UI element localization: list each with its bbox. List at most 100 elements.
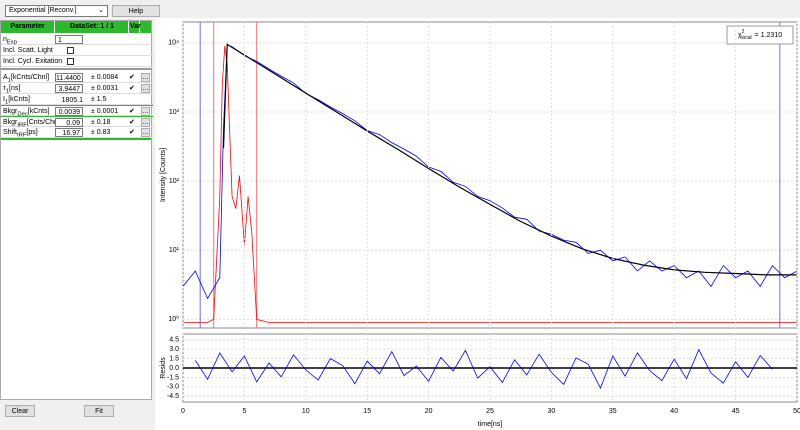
value-box: 16.97 xyxy=(55,128,83,137)
row: A1[kCnts/Chnl] 11.4400 ± 0.0084 ✔... xyxy=(1,72,153,83)
y-tick-label: -4.5 xyxy=(167,393,179,400)
row: BkgrIRF[Cnts/Chnl] 0.09 ± 0.18 ✔... xyxy=(1,116,153,128)
y-axis-label: Resids xyxy=(160,357,167,379)
check-mark[interactable]: ✔ xyxy=(129,119,135,126)
sub: 1 xyxy=(7,77,11,84)
checkbox[interactable] xyxy=(67,47,74,54)
y-tick-label: 10³ xyxy=(169,109,180,116)
clear-button[interactable]: Clear xyxy=(5,405,35,417)
row: Incl. Cycl. Exitation xyxy=(1,56,153,67)
model-dropdown[interactable]: Exponential [Reconv.] ⌄ xyxy=(5,5,108,17)
row: Incl. Scatt. Light xyxy=(1,45,153,56)
x-tick-label: 50 xyxy=(793,408,800,415)
series-line xyxy=(222,43,797,276)
row-label: BkgrIRF[Cnts/Chnl] xyxy=(3,117,61,131)
plot-bg xyxy=(155,18,800,430)
series-line xyxy=(183,45,797,323)
header-cell: DataSet: 1 / 1 xyxy=(56,21,129,33)
row-label: Incl. Scatt. Light xyxy=(3,47,53,54)
series-line xyxy=(182,44,798,300)
x-axis-label: time[ns] xyxy=(478,421,503,428)
y-tick-label: 10¹ xyxy=(169,247,180,254)
sub: IRF xyxy=(17,132,27,139)
unit: [Cnts/Chnl] xyxy=(26,119,62,126)
x-tick-label: 30 xyxy=(548,408,556,415)
chi-box xyxy=(726,25,794,45)
y-tick-label: -3.0 xyxy=(167,384,179,391)
y-tick-label: 0.0 xyxy=(169,365,179,372)
err-text: ± 0.18 xyxy=(91,119,111,126)
check-mark[interactable]: ✔ xyxy=(129,74,135,81)
err-text: ± 0.83 xyxy=(91,129,111,136)
x-tick-label: 0 xyxy=(181,408,185,415)
value-box: 1805.1 xyxy=(61,97,83,104)
header-cell: Var xyxy=(130,21,141,33)
row: BkgrDec[kCnts] 0.0039 ± 0.0001 ✔... xyxy=(1,105,153,118)
x-tick-label: 40 xyxy=(670,408,678,415)
help-button[interactable]: Help xyxy=(112,5,160,17)
row-label: I1[kCnts] xyxy=(3,94,30,108)
x-tick-label: 20 xyxy=(425,408,433,415)
more-button[interactable]: ... xyxy=(141,118,150,127)
label: n xyxy=(3,36,7,43)
fit-button[interactable]: Fit xyxy=(84,405,114,417)
x-tick-label: 5 xyxy=(242,408,246,415)
value-box: 0.0039 xyxy=(55,107,83,116)
more-button[interactable]: ... xyxy=(141,107,150,116)
dropdown-text: Exponential [Reconv.] xyxy=(9,7,77,14)
sub: 1 xyxy=(5,88,10,95)
sub: Exp xyxy=(6,39,17,46)
chi-sup: 2 xyxy=(742,29,745,35)
sub: 1 xyxy=(4,99,9,106)
label: I xyxy=(3,96,5,103)
y-tick-label: 3.0 xyxy=(169,346,179,353)
err-text: ± 1.5 xyxy=(91,96,107,103)
sub: Dec xyxy=(17,111,28,118)
x-tick-label: 15 xyxy=(363,408,371,415)
label: τ xyxy=(3,85,6,92)
chi-sub: local xyxy=(741,35,751,41)
x-tick-label: 45 xyxy=(732,408,740,415)
y-tick-label: -1.5 xyxy=(167,374,179,381)
sub: IRF xyxy=(17,122,27,129)
unit: [ns] xyxy=(9,85,21,92)
x-tick-label: 25 xyxy=(486,408,494,415)
more-button[interactable]: ... xyxy=(141,128,150,137)
more-button[interactable]: ... xyxy=(141,73,150,82)
row: I1[kCnts] 1805.1 ± 1.5 xyxy=(1,94,153,105)
chi-symbol: χ xyxy=(738,32,742,39)
row-label: Incl. Cycl. Exitation xyxy=(3,58,63,65)
y-tick-label: 10⁰ xyxy=(168,315,179,323)
y-tick-label: 4.5 xyxy=(169,337,179,344)
check-mark[interactable]: ✔ xyxy=(129,129,135,136)
y-tick-label: 1.5 xyxy=(169,355,179,362)
row: ShiftIRF[ps] 16.97 ± 0.83 ✔... xyxy=(1,127,153,138)
check-mark[interactable]: ✔ xyxy=(129,85,135,92)
row-label: nExp xyxy=(3,34,17,48)
chi-text: = 1.2310 xyxy=(755,32,783,39)
value-box: 3.9447 xyxy=(55,84,83,93)
series-line xyxy=(194,348,773,390)
err-text: ± 0.0084 xyxy=(91,74,119,81)
check-mark[interactable]: ✔ xyxy=(129,108,135,115)
row-label: ShiftIRF[ps] xyxy=(3,127,38,141)
row: τ1[ns] 3.9447 ± 0.0031 ✔... xyxy=(1,83,153,94)
x-tick-label: 35 xyxy=(609,408,617,415)
header-cell: Parameter xyxy=(1,21,55,33)
unit: [kCnts] xyxy=(27,108,50,115)
more-button[interactable]: ... xyxy=(141,84,150,93)
param-panel: Parameter DataSet: 1 / 1 Var nExp 1 Incl. Sca… xyxy=(0,20,153,400)
unit: [kCnts] xyxy=(8,96,30,103)
separator xyxy=(1,138,151,140)
checkbox[interactable] xyxy=(67,58,74,65)
header-row: Parameter DataSet: 1 / 1 Var xyxy=(1,21,151,33)
value-box: 0.09 xyxy=(55,118,83,127)
y-tick-label: 10⁴ xyxy=(168,40,179,47)
unit: [ps] xyxy=(26,129,38,136)
y-axis-label: Intensity [Counts] xyxy=(160,148,167,202)
row-label: τ1[ns] xyxy=(3,83,20,97)
unit: [kCnts/Chnl] xyxy=(10,74,50,81)
label: Bkgr xyxy=(3,119,18,126)
